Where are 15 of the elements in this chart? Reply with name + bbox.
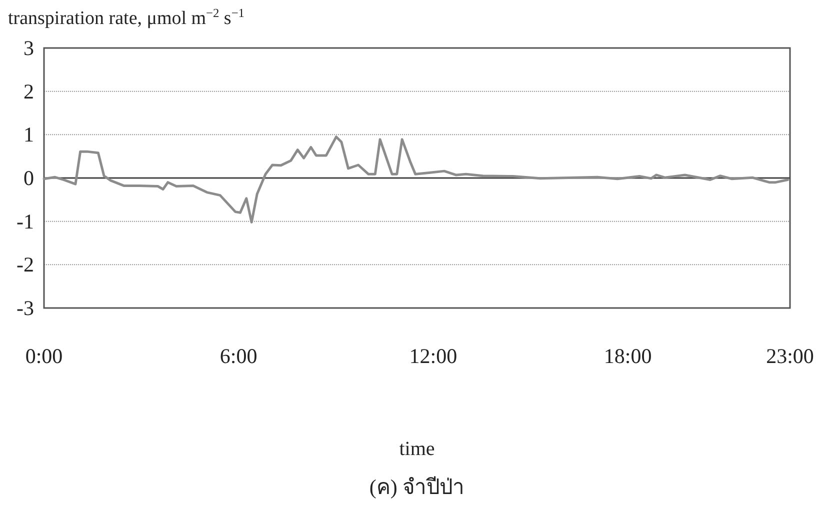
ytick: 2 — [24, 79, 34, 104]
xtick: 18:00 — [604, 344, 652, 368]
ytick: 3 — [24, 36, 34, 60]
xlabel: time — [399, 438, 435, 460]
xtick: 23:00 — [766, 344, 814, 368]
ytick: 0 — [24, 166, 34, 190]
ytick: -3 — [16, 296, 34, 320]
ylabel: transpiration rate, μmol m$^{−2}$ s$^{−1}$ — [8, 6, 244, 29]
ytick: -2 — [16, 252, 34, 277]
xtick: 6:00 — [220, 344, 258, 368]
xtick: 12:00 — [409, 344, 458, 368]
title: (ค) จำปีป่า — [369, 475, 465, 499]
xtick: 0:00 — [25, 344, 63, 368]
ytick: 1 — [24, 122, 34, 147]
ytick: -1 — [16, 209, 34, 234]
